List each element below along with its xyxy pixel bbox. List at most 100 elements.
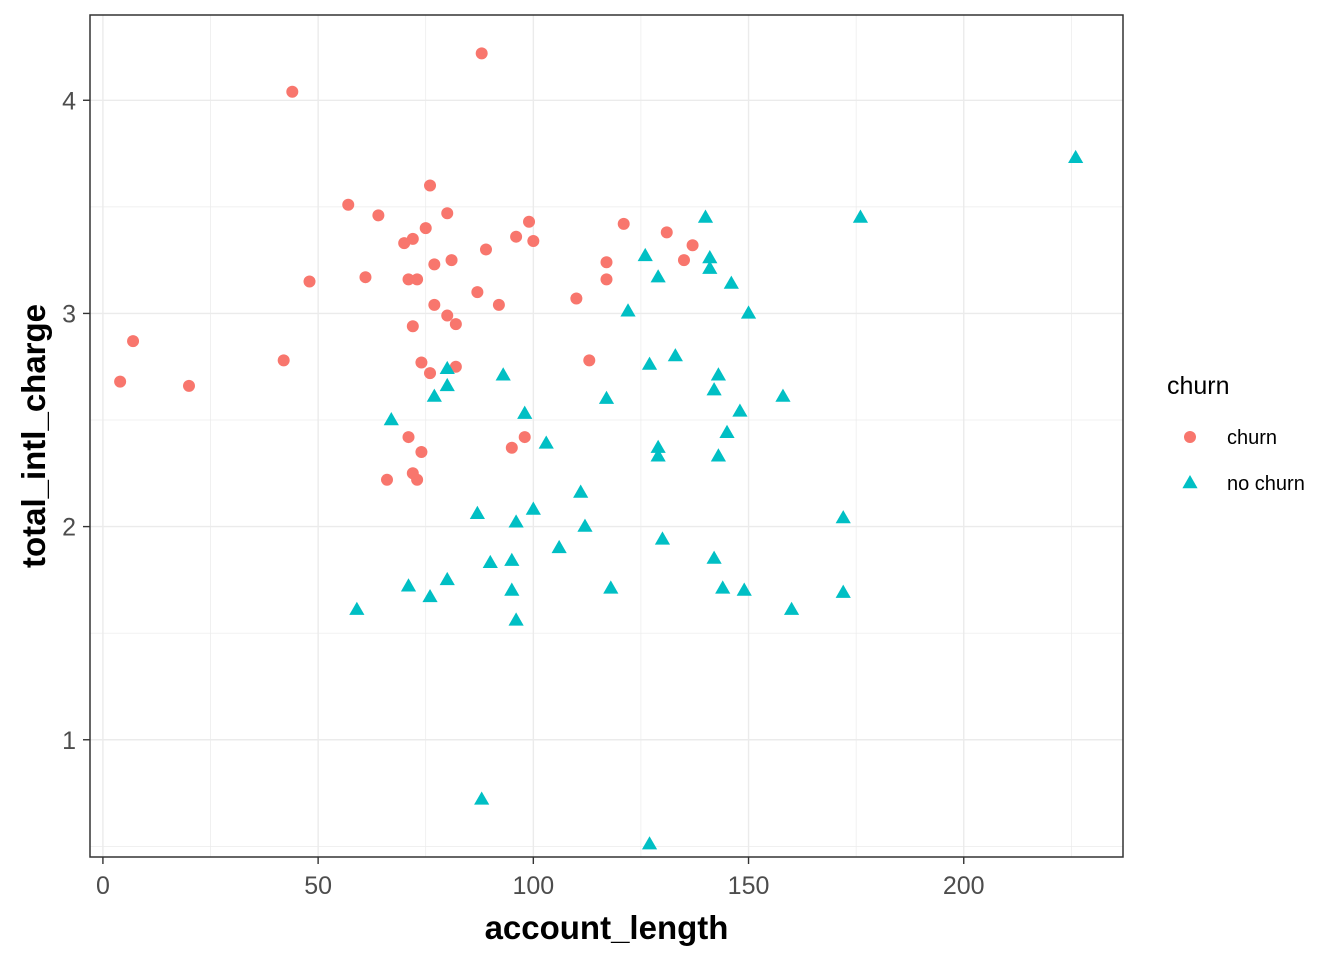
no-churn-point	[637, 247, 653, 262]
churn-point	[677, 254, 690, 267]
churn-point	[411, 273, 424, 286]
data-points	[114, 47, 1084, 850]
y-tick-label: 3	[62, 300, 76, 328]
no-churn-point	[710, 367, 727, 381]
axis-ticks: 0 50 100 150 200 1 2 3 4	[62, 87, 985, 900]
churn-point	[479, 243, 492, 256]
churn-point	[342, 198, 355, 211]
churn-point	[303, 275, 316, 288]
x-tick-label: 50	[304, 872, 332, 900]
churn-point	[411, 473, 424, 486]
no-churn-point	[508, 612, 524, 626]
no-churn-point	[469, 505, 485, 520]
no-churn-point	[439, 571, 455, 586]
y-axis-title: total_intl_charge	[15, 304, 52, 568]
grid-lines	[90, 15, 1123, 857]
no-churn-point	[573, 484, 589, 498]
no-churn-point	[551, 539, 567, 554]
churn-point	[428, 258, 441, 271]
legend-label: churn	[1227, 427, 1277, 449]
churn-point	[182, 379, 195, 392]
churn-point	[424, 367, 437, 380]
no-churn-point	[577, 518, 593, 532]
churn-point	[686, 239, 699, 252]
no-churn-point	[474, 791, 490, 805]
no-churn-point	[697, 209, 714, 223]
no-churn-point	[400, 578, 417, 592]
no-churn-point	[783, 601, 800, 615]
x-tick-label: 200	[943, 872, 985, 900]
churn-point	[660, 226, 673, 239]
no-churn-point	[732, 403, 748, 417]
no-churn-point	[715, 580, 731, 594]
no-churn-point	[439, 360, 455, 375]
no-churn-point	[538, 435, 554, 449]
x-tick-label: 150	[728, 872, 770, 900]
churn-point	[419, 222, 432, 235]
panel-border	[89, 14, 1124, 858]
churn-point	[518, 431, 531, 444]
churn-point	[402, 431, 415, 444]
x-tick-label: 0	[96, 872, 110, 900]
churn-point	[475, 47, 488, 60]
no-churn-point	[349, 601, 365, 615]
y-tick-label: 4	[62, 87, 76, 115]
churn-point	[449, 318, 462, 331]
churn-point	[286, 85, 299, 98]
churn-point	[402, 273, 415, 286]
no-churn-point	[650, 448, 666, 462]
churn-point	[415, 356, 428, 369]
y-tick-label: 1	[62, 727, 76, 755]
no-churn-point	[525, 501, 541, 515]
legend: churn churn no churn	[1167, 372, 1305, 495]
no-churn-point	[654, 531, 671, 545]
x-tick-label: 100	[512, 872, 554, 900]
no-churn-point	[422, 588, 438, 603]
churn-point	[415, 445, 428, 458]
no-churn-point	[852, 209, 869, 223]
churn-point	[583, 354, 596, 367]
no-churn-point	[620, 303, 636, 317]
no-churn-point	[710, 448, 727, 462]
churn-point	[114, 375, 127, 388]
legend-label: no churn	[1227, 473, 1305, 495]
no-churn-point	[740, 305, 757, 319]
churn-point	[380, 473, 393, 486]
no-churn-point	[775, 388, 791, 402]
churn-point	[523, 215, 536, 228]
x-axis-title: account_length	[485, 909, 729, 946]
no-churn-point	[482, 554, 498, 569]
no-churn-point	[504, 582, 520, 596]
no-churn-point	[641, 356, 658, 370]
no-churn-point	[598, 390, 615, 404]
churn-point	[359, 271, 372, 284]
churn-point	[505, 441, 518, 454]
no-churn-point	[650, 269, 666, 283]
churn-point	[527, 234, 540, 247]
churn-point	[277, 354, 290, 367]
churn-point	[471, 286, 484, 299]
churn-point	[492, 298, 505, 311]
no-churn-point	[719, 424, 735, 439]
no-churn-point	[383, 412, 399, 426]
no-churn-point	[504, 552, 520, 566]
no-churn-point	[723, 275, 739, 289]
no-churn-point	[706, 382, 722, 396]
churn-point	[406, 320, 419, 333]
no-churn-point	[706, 550, 722, 564]
churn-point	[441, 207, 454, 220]
churn-point	[600, 273, 613, 286]
churn-point	[428, 298, 441, 311]
legend-title: churn	[1167, 372, 1230, 400]
no-churn-point	[736, 582, 752, 596]
churn-point	[445, 254, 458, 267]
no-churn-point	[495, 367, 511, 381]
no-churn-point	[1068, 149, 1084, 164]
no-churn-point	[835, 584, 851, 598]
no-churn-point	[702, 260, 718, 274]
no-churn-point	[517, 405, 533, 419]
churn-point	[127, 335, 140, 348]
legend-key-churn	[1184, 431, 1196, 443]
legend-items: churn no churn	[1182, 427, 1305, 495]
